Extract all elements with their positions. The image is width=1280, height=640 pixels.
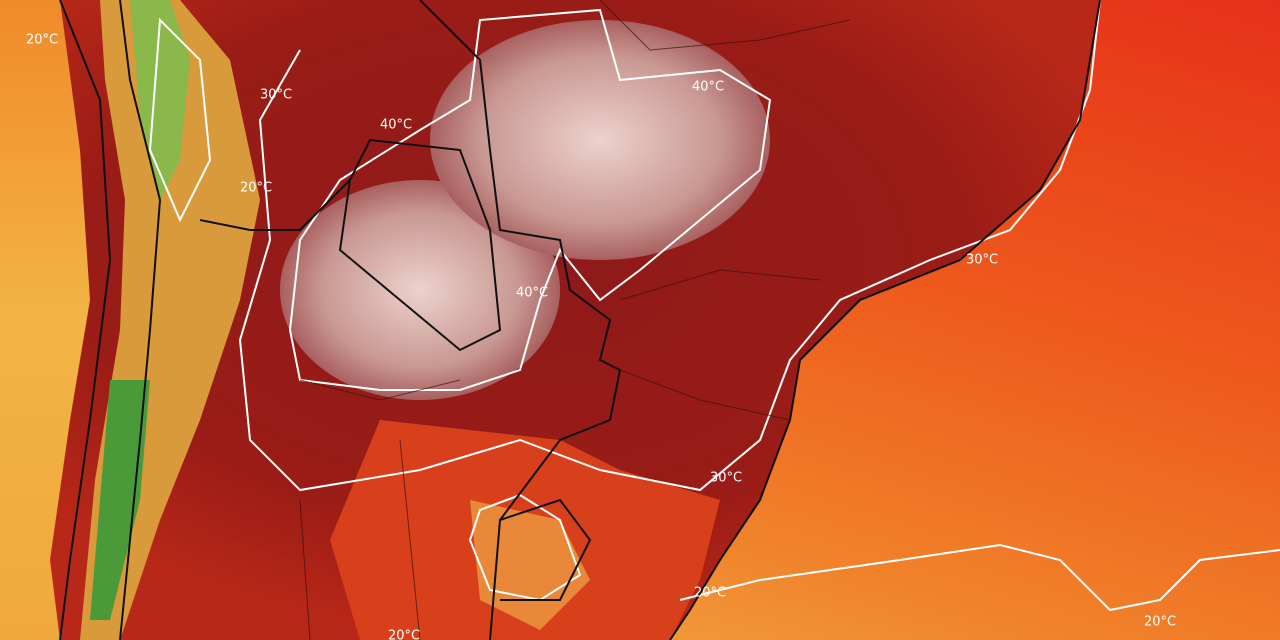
contour-label: 40°C xyxy=(692,80,724,95)
contour-label: 40°C xyxy=(516,286,548,301)
border-paraguay xyxy=(338,138,502,352)
contour-label: 20°C xyxy=(1144,615,1176,630)
coastline-east xyxy=(669,0,1101,640)
contour-label: 30°C xyxy=(966,253,998,268)
andes-north xyxy=(130,0,190,200)
contour-label: 30°C xyxy=(710,471,742,486)
contour-label: 20°C xyxy=(240,181,272,196)
contour-30 xyxy=(238,0,1101,492)
border-brazil xyxy=(419,0,622,640)
border-uruguay xyxy=(499,498,592,601)
contour-label: 40°C xyxy=(380,118,412,133)
uruguay-region xyxy=(470,500,590,630)
contour-label: 30°C xyxy=(260,88,292,103)
andes-green xyxy=(90,380,150,620)
contour-label: 20°C xyxy=(694,586,726,601)
contour-20-uruguay xyxy=(468,493,582,602)
contour-label: 20°C xyxy=(388,629,420,640)
border-bolivia xyxy=(199,179,351,231)
contour-20-ocean xyxy=(679,543,1280,612)
coastline-west xyxy=(59,0,112,640)
contour-40 xyxy=(288,8,772,391)
contour-20-andes xyxy=(148,17,212,223)
border-chile-argentina xyxy=(119,0,162,640)
contour-label: 20°C xyxy=(26,33,58,48)
hot-zone-north xyxy=(430,20,770,260)
state-borders xyxy=(299,0,851,640)
land xyxy=(50,0,1100,640)
